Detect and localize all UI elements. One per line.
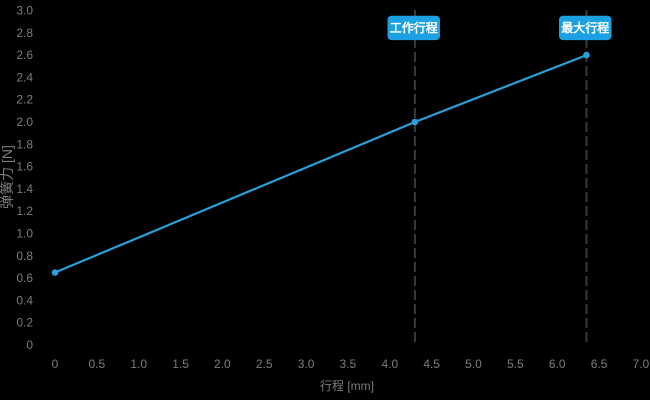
svg-text:4.0: 4.0: [381, 357, 398, 371]
svg-text:2.2: 2.2: [16, 93, 33, 107]
svg-text:3.0: 3.0: [16, 4, 33, 18]
svg-text:1.2: 1.2: [16, 204, 33, 218]
svg-text:6.5: 6.5: [591, 357, 608, 371]
svg-text:7.0: 7.0: [633, 357, 650, 371]
svg-text:2.5: 2.5: [256, 357, 273, 371]
svg-text:1.8: 1.8: [16, 137, 33, 151]
svg-text:行程 [mm]: 行程 [mm]: [320, 378, 374, 393]
svg-text:5.5: 5.5: [507, 357, 524, 371]
svg-text:0.8: 0.8: [16, 249, 33, 263]
svg-text:5.0: 5.0: [465, 357, 482, 371]
svg-text:0.2: 0.2: [16, 316, 33, 330]
svg-text:0: 0: [52, 357, 59, 371]
svg-text:1.6: 1.6: [16, 160, 33, 174]
svg-text:6.0: 6.0: [549, 357, 566, 371]
svg-text:4.5: 4.5: [423, 357, 440, 371]
svg-text:3.0: 3.0: [298, 357, 315, 371]
svg-text:0: 0: [26, 338, 33, 352]
svg-text:最大行程: 最大行程: [561, 20, 609, 35]
svg-text:0.5: 0.5: [88, 357, 105, 371]
svg-text:2.6: 2.6: [16, 48, 33, 62]
svg-text:3.5: 3.5: [340, 357, 357, 371]
svg-text:1.5: 1.5: [172, 357, 189, 371]
svg-text:2.4: 2.4: [16, 70, 33, 84]
svg-text:0.6: 0.6: [16, 271, 33, 285]
svg-text:2.0: 2.0: [214, 357, 231, 371]
svg-text:弹簧力 [N]: 弹簧力 [N]: [0, 145, 15, 209]
svg-text:工作行程: 工作行程: [390, 20, 438, 35]
svg-text:2.0: 2.0: [16, 115, 33, 129]
svg-text:1.0: 1.0: [16, 227, 33, 241]
svg-text:0.4: 0.4: [16, 293, 33, 307]
svg-text:1.0: 1.0: [130, 357, 147, 371]
svg-text:2.8: 2.8: [16, 26, 33, 40]
svg-text:1.4: 1.4: [16, 182, 33, 196]
